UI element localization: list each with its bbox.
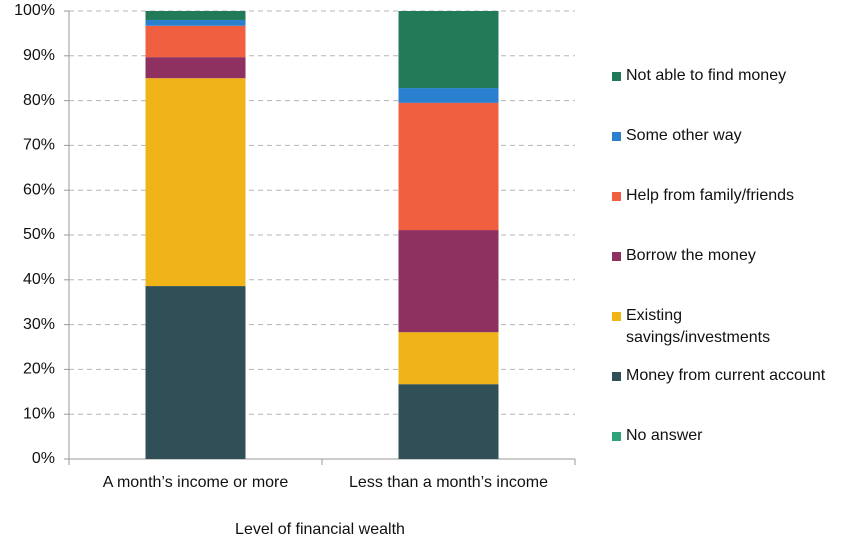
bar-segment	[145, 57, 246, 79]
y-tick-label: 80%	[23, 92, 55, 109]
legend-label: Borrow the money	[626, 247, 756, 264]
y-tick-label: 40%	[23, 271, 55, 288]
legend-label: No answer	[626, 427, 703, 444]
legend-swatch	[612, 432, 621, 441]
legend-item: Borrow the money	[612, 245, 827, 267]
legend-swatch	[612, 132, 621, 141]
legend-swatch	[612, 372, 621, 381]
y-tick-label: 90%	[23, 47, 55, 64]
legend-label: Money from current account	[626, 367, 826, 384]
legend-label: Existing savings/investments	[626, 307, 771, 346]
y-tick-label: 60%	[23, 181, 55, 198]
legend-item: Help from family/friends	[612, 185, 827, 207]
x-axis-title: Level of financial wealth	[235, 521, 405, 538]
legend-label: Help from family/friends	[626, 187, 795, 204]
legend-label: Some other way	[626, 127, 742, 144]
bar-segment	[398, 384, 499, 459]
bar-segment	[398, 102, 499, 231]
bar-segment	[145, 286, 246, 459]
y-tick-label: 0%	[32, 450, 55, 467]
bar-segment	[398, 11, 499, 89]
bar-segment	[398, 88, 499, 103]
legend-item: Existing savings/investments	[612, 305, 827, 349]
legend-swatch	[612, 192, 621, 201]
bar-segment	[145, 78, 246, 287]
legend-swatch	[612, 312, 621, 321]
bar-segment	[145, 11, 246, 20]
legend-swatch	[612, 72, 621, 81]
bar-segment	[398, 230, 499, 333]
legend-item: Some other way	[612, 125, 827, 147]
x-tick-label: A month’s income or more	[103, 474, 289, 491]
y-tick-label: 70%	[23, 137, 55, 154]
y-tick-label: 30%	[23, 316, 55, 333]
x-tick-label: Less than a month’s income	[349, 474, 548, 491]
legend-item: Not able to find money	[612, 65, 827, 87]
legend-swatch	[612, 252, 621, 261]
legend-item: Money from current account	[612, 365, 827, 387]
bar-segment	[145, 25, 246, 58]
bar-segment	[398, 332, 499, 385]
legend-item: No answer	[612, 425, 827, 447]
bar-segment	[145, 19, 246, 26]
y-tick-label: 100%	[14, 2, 55, 19]
y-tick-label: 50%	[23, 226, 55, 243]
y-tick-label: 10%	[23, 405, 55, 422]
y-tick-label: 20%	[23, 361, 55, 378]
legend-label: Not able to find money	[626, 67, 787, 84]
